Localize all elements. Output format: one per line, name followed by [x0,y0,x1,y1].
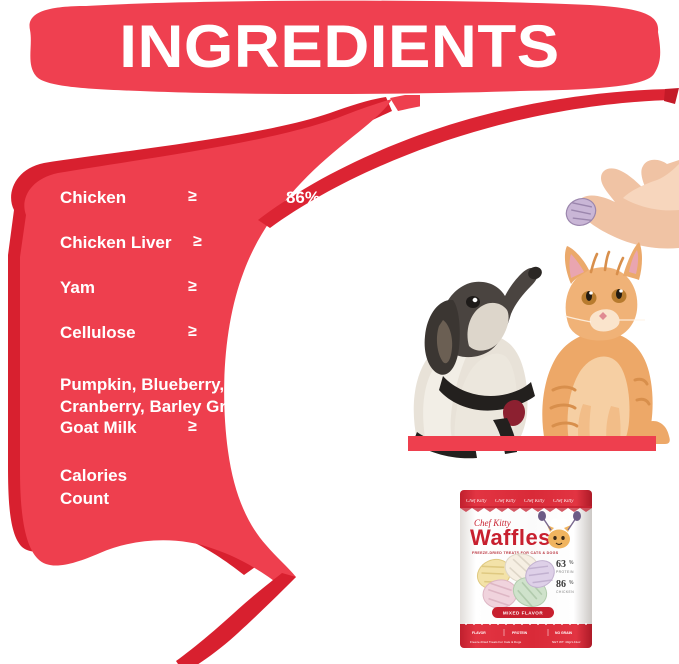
badge-value: 63 [556,559,566,570]
badge-unit: % [569,580,574,586]
badge-unit: % [569,560,574,566]
ingredient-name: Yam [60,278,95,297]
pet-pedestal-bar [408,436,656,451]
ingredient-value: 86% [285,188,320,207]
gte-operator: ≥ [188,188,197,205]
ingredient-value: 12% [285,233,320,252]
package-badge: 63 % PROTEIN [556,559,574,574]
decorative-swoosh [258,88,679,228]
hand-holding-treat-icon [565,159,679,249]
ingredient-value: 0.7% [281,278,320,297]
footer-feature: NO GRAIN [555,631,573,635]
ingredient-row: Chicken ≥ 86% [60,188,322,233]
blend-line-2: Cranberry, Barley Grass, [60,397,260,416]
package-footer-features: FLAVOR PROTEIN NO GRAIN [472,631,573,635]
calories-label-line2: Count [60,489,110,508]
package-flavor-pill: MIXED FLAVOR [492,607,554,618]
calories-label: Calories Count [60,464,127,510]
product-package: Chef Kitty Chef Kitty Chef Kitty Chef Ki… [452,482,600,654]
ingredient-name: Cellulose [60,323,136,342]
package-footer-note: Freeze-Dried Treats For Cats & Dogs [470,640,522,644]
ingredient-value: 1% [295,418,320,437]
gte-operator: ≥ [188,278,197,295]
calories-label-line1: Calories [60,466,128,485]
calories-value-line2: kcal/kg [262,489,320,508]
svg-text:Chef Kitty: Chef Kitty [524,499,545,504]
banner-shape [29,0,661,94]
blend-line-3: Goat Milk ≥ 1% [60,418,322,440]
gte-operator: ≥ [188,323,197,340]
header-banner: INGREDIENTS [0,0,679,105]
svg-text:Chef Kitty: Chef Kitty [553,499,574,504]
ingredient-name: Chicken Liver [60,233,172,252]
cat-illustration [542,242,670,444]
package-brand: Chef Kitty [474,518,511,528]
badge-label: PROTEIN [556,570,574,574]
page-title: INGREDIENTS [119,13,560,80]
gte-operator: ≥ [188,418,197,435]
calories-value: 3750 kcal/kg [190,464,320,510]
badge-label: CHICKEN [556,590,574,594]
package-tagline: FREEZE-DRIED TREATS FOR CATS & DOGS [472,551,559,555]
gte-operator: ≥ [193,233,202,250]
ingredient-row: Yam ≥ 0.7% [60,278,322,323]
ingredient-row: Chicken Liver ≥ 12% [60,233,322,278]
chef-cat-mascot-icon [538,511,581,549]
pet-photo-group [395,150,679,460]
ingredients-list: Chicken ≥ 86% Chicken Liver ≥ 12% Yam ≥ … [60,188,322,514]
package-badge: 86 % CHICKEN [556,579,574,594]
calories-row: Calories Count 3750 kcal/kg [60,464,322,514]
badge-value: 86 [556,579,566,590]
footer-feature: PROTEIN [512,631,528,635]
package-top-repeat: Chef Kitty Chef Kitty Chef Kitty Chef Ki… [466,499,574,504]
ingredient-blend-row: Pumpkin, Blueberry, Cranberry, Barley Gr… [60,374,322,446]
ingredient-name: Goat Milk [60,418,137,437]
package-product-name: Waffles [470,525,551,550]
blend-line-1: Pumpkin, Blueberry, [60,375,225,394]
package-flavor-text: MIXED FLAVOR [503,611,544,616]
waffle-treats-photo [476,553,555,609]
ingredient-value: 0.28% [271,323,320,342]
svg-text:Chef Kitty: Chef Kitty [495,499,516,504]
calories-value-line1: 3750 [282,466,320,485]
dog-illustration [413,266,542,459]
footer-feature: FLAVOR [472,631,486,635]
ingredient-row: Cellulose ≥ 0.28% [60,323,322,368]
ingredients-panel-shape [8,95,420,664]
svg-text:Chef Kitty: Chef Kitty [466,499,487,504]
package-net-weight: NET WT: 40g/1.41oz [552,640,581,644]
ingredient-name: Chicken [60,188,127,207]
